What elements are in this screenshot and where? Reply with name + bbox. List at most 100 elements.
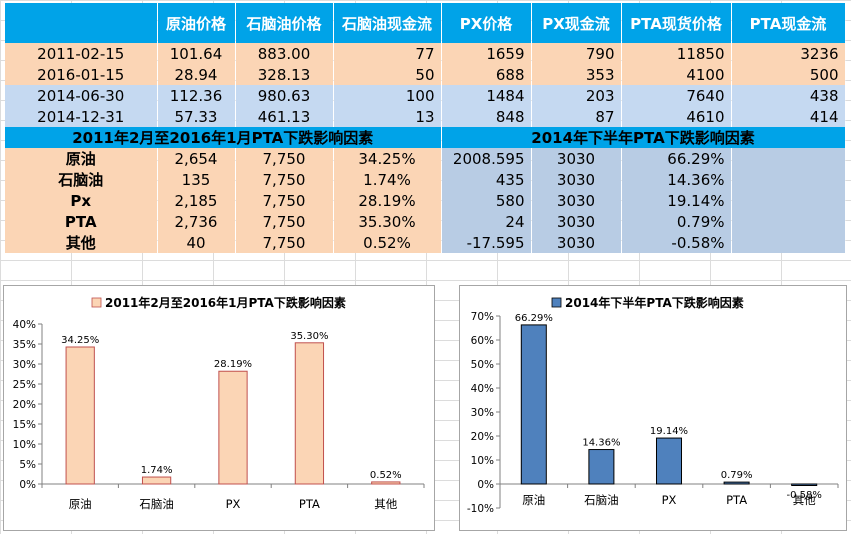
y-tick-label: 15%	[13, 419, 36, 431]
factor-right-blank	[731, 190, 846, 211]
table-row: 2011-02-15 101.64 883.00 77 1659 790 11850 3236	[5, 43, 846, 64]
category-label: 其他	[374, 497, 397, 511]
table-cell: 980.63	[235, 85, 334, 106]
table-cell: 790	[531, 43, 622, 64]
chart-title: 2014年下半年PTA下跌影响因素	[565, 295, 744, 310]
data-label: 0.79%	[721, 470, 753, 481]
factor-right-total: 3030	[531, 232, 622, 253]
row-date: 2011-02-15	[5, 43, 158, 64]
y-tick-label: 10%	[471, 455, 494, 467]
y-tick-label: -10%	[467, 503, 494, 515]
factor-right-blank	[731, 232, 846, 253]
factor-right-pct: 66.29%	[621, 148, 732, 169]
column-header: 石脑油现金流	[333, 3, 442, 43]
bar-其他	[371, 481, 401, 485]
y-tick-label: 30%	[471, 407, 494, 419]
chart-title: 2011年2月至2016年1月PTA下跌影响因素	[105, 295, 346, 310]
section-right-title: 2014年下半年PTA下跌影响因素	[441, 127, 846, 148]
factor-right-pct: 19.14%	[621, 190, 732, 211]
table-cell: 112.36	[157, 85, 236, 106]
column-header	[5, 3, 158, 43]
y-tick-label: 40%	[13, 319, 36, 331]
factor-right-pct: 0.79%	[621, 211, 732, 232]
table-cell: 1484	[441, 85, 532, 106]
factor-right-total: 3030	[531, 211, 622, 232]
table-cell: 13	[333, 106, 442, 127]
data-label: -0.58%	[787, 490, 822, 501]
y-tick-label: 25%	[13, 379, 36, 391]
table-cell: 461.13	[235, 106, 334, 127]
bar-原油	[520, 324, 547, 485]
table-row: 2014-06-30 112.36 980.63 100 1484 203 7640 438	[5, 85, 846, 106]
factor-right-total: 3030	[531, 190, 622, 211]
factor-left-pct: 1.74%	[333, 169, 442, 190]
data-label: 28.19%	[214, 359, 252, 370]
table-cell: 328.13	[235, 64, 334, 85]
factor-row: 其他 40 7,750 0.52% -17.595 3030 -0.58%	[5, 232, 846, 253]
data-label: 34.25%	[61, 335, 99, 346]
table-cell: 883.00	[235, 43, 334, 64]
factor-left-value: 2,185	[157, 190, 236, 211]
category-label: 原油	[522, 493, 545, 507]
factor-right-value: 580	[441, 190, 532, 211]
column-header: 石脑油价格	[235, 3, 334, 43]
legend-swatch	[551, 297, 562, 308]
y-tick-label: 40%	[471, 383, 494, 395]
factor-right-value: -17.595	[441, 232, 532, 253]
bar-原油	[65, 346, 95, 485]
factor-right-blank	[731, 169, 846, 190]
column-header: PX价格	[441, 3, 532, 43]
row-date: 2016-01-15	[5, 64, 158, 85]
y-tick-label: 20%	[471, 431, 494, 443]
data-table: 原油价格 石脑油价格 石脑油现金流 PX价格 PX现金流 PTA现货价格 PTA现金流 201…	[5, 3, 846, 253]
factor-row: PTA 2,736 7,750 35.30% 24 3030 0.79%	[5, 211, 846, 232]
table-cell: 100	[333, 85, 442, 106]
factor-right-total: 3030	[531, 148, 622, 169]
factor-left-pct: 34.25%	[333, 148, 442, 169]
table-cell: 11850	[621, 43, 732, 64]
factor-left-value: 2,654	[157, 148, 236, 169]
factor-label: 其他	[5, 232, 158, 253]
table-cell: 4610	[621, 106, 732, 127]
section-title-row: 2011年2月至2016年1月PTA下跌影响因素 2014年下半年PTA下跌影响因…	[5, 127, 846, 148]
chart-2011-2016: 2011年2月至2016年1月PTA下跌影响因素 0% 5% 10% 15% 20% 25%…	[3, 285, 435, 531]
y-tick-label: 20%	[13, 399, 36, 411]
table-cell: 101.64	[157, 43, 236, 64]
category-label: PTA	[299, 497, 320, 511]
factor-left-total: 7,750	[235, 190, 334, 211]
column-header: PX现金流	[531, 3, 622, 43]
table-cell: 3236	[731, 43, 846, 64]
bar-PX	[218, 370, 248, 485]
row-date: 2014-06-30	[5, 85, 158, 106]
factor-right-value: 24	[441, 211, 532, 232]
factor-right-value: 435	[441, 169, 532, 190]
factor-right-value: 2008.595	[441, 148, 532, 169]
y-tick-label: 50%	[471, 359, 494, 371]
factor-right-total: 3030	[531, 169, 622, 190]
table-cell: 414	[731, 106, 846, 127]
table-cell: 500	[731, 64, 846, 85]
data-label: 66.29%	[515, 313, 553, 324]
factor-left-total: 7,750	[235, 148, 334, 169]
category-label: PX	[662, 493, 677, 507]
factor-left-pct: 28.19%	[333, 190, 442, 211]
data-label: 14.36%	[582, 438, 620, 449]
factor-right-blank	[731, 211, 846, 232]
factor-right-pct: -0.58%	[621, 232, 732, 253]
column-header: PTA现金流	[731, 3, 846, 43]
table-header-row: 原油价格 石脑油价格 石脑油现金流 PX价格 PX现金流 PTA现货价格 PTA现金流	[5, 3, 846, 43]
table-cell: 203	[531, 85, 622, 106]
bar-其他	[791, 483, 818, 486]
y-tick-label: 60%	[471, 335, 494, 347]
bar-PTA	[723, 481, 750, 485]
table-cell: 28.94	[157, 64, 236, 85]
category-label: 原油	[69, 497, 92, 511]
data-label: 19.14%	[650, 426, 688, 437]
data-label: 0.52%	[370, 470, 402, 481]
table-cell: 77	[333, 43, 442, 64]
y-tick-label: 0%	[19, 479, 36, 491]
factor-left-pct: 0.52%	[333, 232, 442, 253]
column-header: 原油价格	[157, 3, 236, 43]
table-cell: 353	[531, 64, 622, 85]
section-left-title: 2011年2月至2016年1月PTA下跌影响因素	[5, 127, 442, 148]
